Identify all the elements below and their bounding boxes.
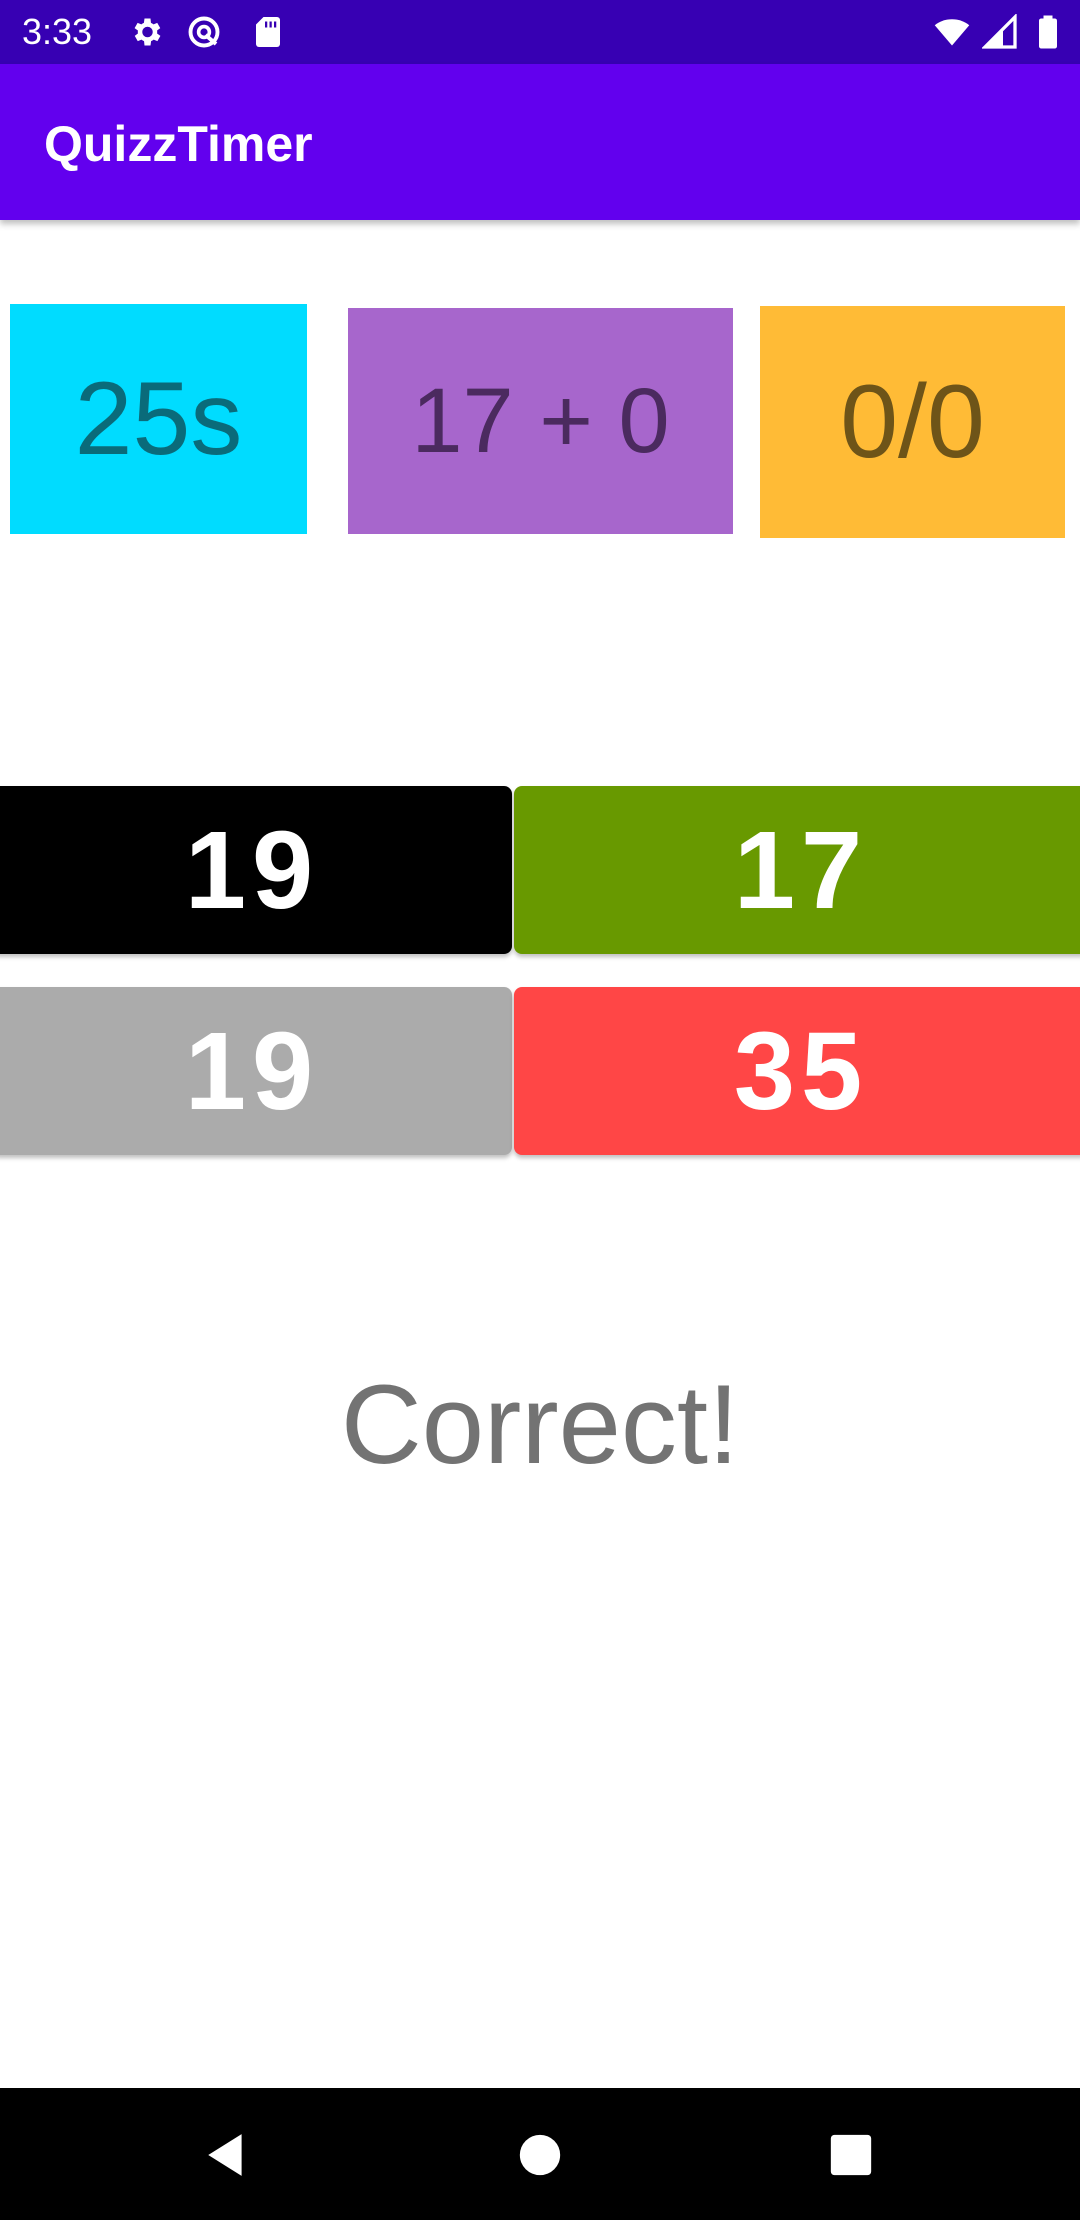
home-button[interactable] xyxy=(495,2110,585,2200)
back-icon xyxy=(208,2134,242,2176)
result-message: Correct! xyxy=(340,1362,740,1487)
location-off-icon xyxy=(188,16,220,48)
recents-icon xyxy=(830,2134,872,2176)
answer-button-1[interactable]: 19 xyxy=(0,786,512,954)
answer-button-3[interactable]: 19 xyxy=(0,987,512,1155)
battery-icon xyxy=(1039,15,1057,49)
wifi-icon xyxy=(934,19,970,46)
status-bar: 3:33 xyxy=(0,0,1080,64)
answer-button-4[interactable]: 35 xyxy=(514,987,1080,1155)
app-title: QuizzTimer xyxy=(44,116,313,172)
sd-card-icon xyxy=(256,17,280,47)
recents-button[interactable] xyxy=(806,2110,896,2200)
back-button[interactable] xyxy=(182,2110,272,2200)
app-bar: QuizzTimer xyxy=(0,64,1080,220)
timer-display: 25s xyxy=(10,304,307,534)
answer-button-2[interactable]: 17 xyxy=(514,786,1080,954)
question-display: 17 + 0 xyxy=(348,308,733,534)
signal-icon xyxy=(982,14,1017,49)
score-display: 0/0 xyxy=(760,306,1065,538)
navigation-bar xyxy=(0,2088,1080,2220)
gear-icon xyxy=(134,18,161,46)
status-time: 3:33 xyxy=(22,11,93,52)
home-icon xyxy=(519,2134,561,2176)
